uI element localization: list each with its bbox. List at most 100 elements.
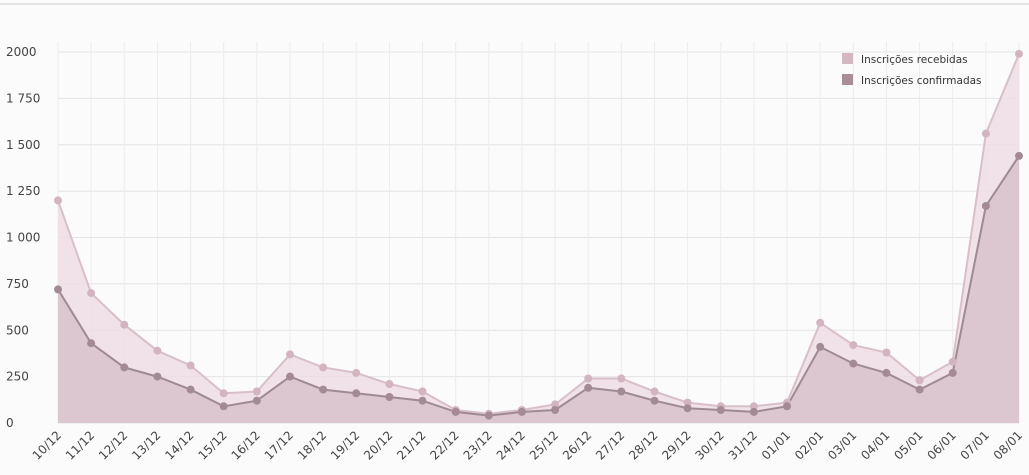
data-point-series-0-05/01 [915, 376, 924, 385]
legend-label-confirmed: Inscrições confirmadas [861, 75, 982, 87]
data-point-series-0-17/12 [286, 350, 294, 359]
legend: Inscrições recebidas Inscrições confirma… [842, 53, 982, 87]
data-point-series-1-06/01 [948, 368, 957, 377]
data-point-series-0-07/01 [981, 129, 990, 138]
data-point-series-0-13/12 [153, 346, 162, 355]
x-tick-label: 12/12 [96, 428, 130, 462]
x-tick-label: 28/12 [626, 428, 660, 462]
y-tick-label: 2000 [6, 45, 37, 59]
data-point-series-0-14/12 [186, 361, 195, 370]
data-point-series-0-15/12 [219, 389, 228, 398]
x-tick-label: 26/12 [560, 428, 594, 462]
data-point-series-1-28/12 [650, 396, 659, 405]
x-tick-label: 15/12 [195, 428, 229, 462]
y-tick-label: 1 750 [6, 91, 40, 105]
x-tick-label: 27/12 [593, 428, 627, 462]
data-point-series-1-01/01 [783, 402, 791, 411]
x-tick-label: 30/12 [693, 428, 727, 462]
y-tick-label: 0 [6, 416, 14, 430]
x-axis-ticks: 10/1211/1212/1213/1214/1215/1216/1217/12… [30, 428, 1025, 462]
x-tick-label: 13/12 [129, 428, 163, 462]
x-tick-label: 17/12 [262, 428, 296, 462]
data-point-series-1-19/12 [352, 389, 361, 398]
data-point-series-0-12/12 [120, 320, 129, 329]
area-series [58, 53, 1019, 424]
data-points [54, 49, 1023, 420]
data-point-series-1-08/01 [1015, 151, 1023, 160]
data-point-series-1-02/01 [816, 342, 825, 351]
data-point-series-1-04/01 [882, 368, 891, 377]
x-tick-label: 23/12 [461, 428, 495, 462]
data-point-series-0-21/12 [418, 387, 427, 396]
x-tick-label: 31/12 [726, 428, 760, 462]
data-point-series-0-02/01 [816, 318, 825, 327]
data-point-series-1-26/12 [584, 383, 593, 392]
line-series-0 [57, 53, 1020, 415]
x-tick-label: 02/01 [792, 428, 826, 462]
data-point-series-0-03/01 [849, 341, 858, 350]
data-point-series-1-27/12 [617, 387, 626, 396]
x-tick-label: 01/01 [759, 428, 793, 462]
data-point-series-1-03/01 [849, 359, 858, 368]
data-point-series-1-21/12 [418, 396, 427, 405]
x-tick-label: 10/12 [30, 428, 64, 462]
x-tick-label: 06/01 [924, 428, 958, 462]
x-tick-label: 19/12 [328, 428, 362, 462]
data-point-series-0-06/01 [948, 357, 957, 366]
x-tick-label: 18/12 [295, 428, 329, 462]
data-point-series-1-10/12 [54, 285, 62, 294]
x-tick-label: 05/01 [891, 428, 925, 462]
data-point-series-0-20/12 [385, 380, 394, 388]
data-point-series-1-11/12 [87, 339, 96, 348]
y-axis-ticks: 0 250 500 750 1 000 1 250 1 500 1 750 2000 [6, 45, 40, 430]
data-point-series-0-28/12 [650, 387, 659, 396]
data-point-series-1-20/12 [385, 393, 394, 401]
y-tick-label: 750 [6, 277, 29, 291]
data-point-series-0-27/12 [617, 374, 626, 383]
data-point-series-1-30/12 [716, 406, 725, 414]
data-point-series-1-23/12 [484, 411, 493, 420]
x-tick-label: 04/01 [858, 428, 892, 462]
data-point-series-1-13/12 [153, 372, 162, 381]
area-fill-series-0 [58, 53, 1019, 424]
data-point-series-1-29/12 [683, 404, 692, 413]
x-tick-label: 21/12 [394, 428, 428, 462]
x-tick-label: 25/12 [527, 428, 561, 462]
y-tick-label: 1 000 [6, 231, 40, 245]
y-tick-label: 1 250 [6, 184, 40, 198]
data-point-series-0-19/12 [352, 368, 361, 377]
x-tick-label: 08/01 [991, 428, 1025, 462]
data-point-series-0-31/12 [749, 402, 758, 411]
data-point-series-1-18/12 [319, 385, 328, 394]
legend-swatch-confirmed [842, 74, 853, 85]
line-series-1 [57, 155, 1020, 417]
data-point-series-0-10/12 [54, 196, 62, 205]
data-point-series-1-17/12 [286, 372, 294, 381]
x-tick-label: 14/12 [162, 428, 196, 462]
data-point-series-0-29/12 [683, 398, 692, 407]
data-point-series-0-16/12 [252, 387, 261, 396]
x-tick-label: 03/01 [825, 428, 859, 462]
data-point-series-1-31/12 [749, 407, 758, 416]
data-point-series-1-25/12 [551, 406, 560, 414]
data-point-series-0-25/12 [551, 400, 560, 409]
x-tick-label: 29/12 [659, 428, 693, 462]
data-point-series-1-05/01 [915, 385, 924, 394]
data-point-series-0-08/01 [1015, 49, 1023, 58]
x-tick-label: 24/12 [494, 428, 528, 462]
area-fill-series-1 [58, 155, 1019, 423]
x-tick-label: 16/12 [229, 428, 263, 462]
data-point-series-0-11/12 [87, 289, 96, 298]
x-tick-label: 22/12 [427, 428, 461, 462]
legend-swatch-received [842, 53, 853, 64]
y-tick-label: 1 500 [6, 138, 40, 152]
x-tick-label: 20/12 [361, 428, 395, 462]
data-point-series-1-14/12 [186, 385, 195, 394]
data-point-series-1-24/12 [517, 407, 526, 416]
legend-label-received: Inscrições recebidas [861, 54, 968, 66]
data-point-series-1-22/12 [451, 407, 460, 416]
data-point-series-1-16/12 [252, 396, 261, 405]
data-point-series-1-07/01 [981, 202, 990, 210]
